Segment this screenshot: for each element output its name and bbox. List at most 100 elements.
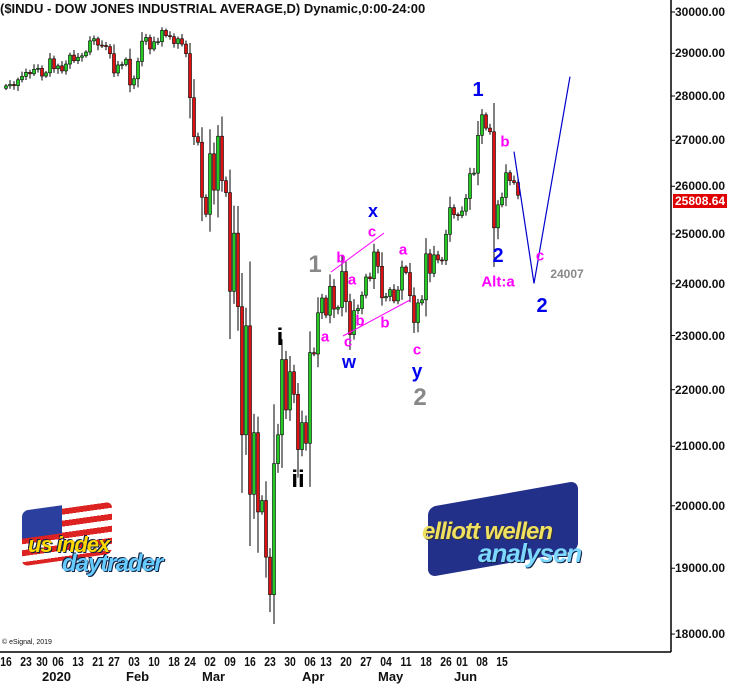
x-tick-label: 15 [496, 654, 508, 669]
x-tick-label: 03 [128, 654, 140, 669]
y-tick-label: 23000.00 [675, 328, 726, 343]
candle-body [180, 38, 184, 45]
candle-body [64, 63, 68, 72]
candle-body [168, 35, 172, 37]
candle-body [440, 259, 444, 262]
y-tick-label: 28000.00 [675, 89, 726, 104]
candle-body [44, 72, 48, 77]
candle-body [88, 40, 92, 53]
candle-body [280, 359, 284, 436]
channel-line-upper [330, 232, 385, 273]
x-tick-label: 06 [52, 654, 64, 669]
month-label: May [378, 669, 404, 684]
wave-label: b [355, 312, 365, 330]
candle-body [68, 54, 72, 65]
candle-body [356, 308, 360, 311]
wave-label: c [343, 333, 353, 351]
x-tick-label: 26 [440, 654, 452, 669]
last-price-label: 25808.64 [673, 194, 728, 208]
wave-label: b [500, 133, 510, 151]
candle-body [252, 432, 256, 495]
candle-body [144, 37, 148, 42]
y-tick-label: 20000.00 [675, 498, 726, 513]
x-tick-label: 27 [108, 654, 120, 669]
candle-body [504, 172, 508, 198]
candle-body [224, 180, 228, 193]
candle-body [348, 301, 352, 335]
candle-body [244, 325, 248, 436]
x-tick-label: 02 [204, 654, 216, 669]
x-tick-label: 24 [184, 654, 196, 669]
x-tick-label: 23 [264, 654, 276, 669]
candle-body [284, 359, 288, 411]
logo-us-index-daytrader: us index daytrader [22, 501, 192, 578]
candle-body [12, 84, 16, 86]
candle-body [132, 78, 136, 86]
candle-body [148, 37, 152, 50]
y-tick-label: 26000.00 [675, 179, 726, 194]
candle-body [512, 180, 516, 183]
candle-body [380, 266, 384, 299]
y-tick-label: 30000.00 [675, 5, 726, 19]
wave-label: b [380, 314, 390, 332]
candle-body [420, 299, 424, 304]
candle-body [56, 65, 60, 70]
candle-body [72, 54, 76, 62]
candle-body [300, 422, 304, 450]
y-tick-label: 24000.00 [675, 276, 726, 291]
wave-label: 1 [472, 79, 484, 101]
candle-body [104, 45, 108, 47]
candle-body [196, 136, 200, 143]
candle-body [316, 312, 320, 355]
candle-body [76, 56, 80, 62]
candle-body [204, 196, 208, 215]
wave-label: 2 [492, 245, 504, 267]
candle-body [412, 295, 416, 323]
candle-body [208, 153, 212, 215]
candle-body [60, 65, 64, 72]
candle-body [28, 71, 32, 75]
wave-label: 1 [308, 251, 322, 278]
candle-body [320, 297, 324, 314]
candle-body [236, 232, 240, 307]
x-tick-label: 30 [284, 654, 296, 669]
candle-body [408, 272, 412, 297]
month-label: Apr [302, 669, 325, 684]
wave-label: y [411, 361, 423, 383]
candle-body [108, 46, 112, 55]
candle-body [152, 41, 156, 50]
candle-body [264, 500, 268, 558]
wave-label: w [341, 352, 357, 372]
candle-body [488, 127, 492, 133]
wave-label: c [367, 223, 377, 241]
candle-body [16, 79, 20, 86]
candle-body [476, 135, 480, 174]
candle-body [172, 36, 176, 44]
x-tick-label: 18 [420, 654, 432, 669]
candle-body [344, 271, 348, 302]
x-tick-label: 06 [304, 654, 316, 669]
candle-body [228, 192, 232, 292]
candle-body [312, 352, 316, 355]
candle-body [136, 61, 140, 80]
x-tick-label: 09 [224, 654, 236, 669]
candle-body [508, 172, 512, 181]
candle-body [40, 67, 44, 77]
x-tick-label: 18 [168, 654, 180, 669]
candle-body [308, 352, 312, 444]
candle-body [332, 285, 336, 310]
candle-body [484, 114, 488, 129]
wave-label: x [367, 201, 379, 221]
wave-label: 2 [413, 384, 427, 411]
candle-body [112, 53, 116, 74]
candle-body [200, 141, 204, 198]
projection-line [513, 76, 571, 284]
candle-body [20, 76, 24, 81]
candle-body [36, 67, 40, 70]
candle-body [492, 131, 496, 229]
wave-label: b [336, 249, 346, 267]
wave-label: c [412, 341, 422, 359]
candle-body [372, 251, 376, 279]
y-tick-label: 27000.00 [675, 133, 726, 148]
